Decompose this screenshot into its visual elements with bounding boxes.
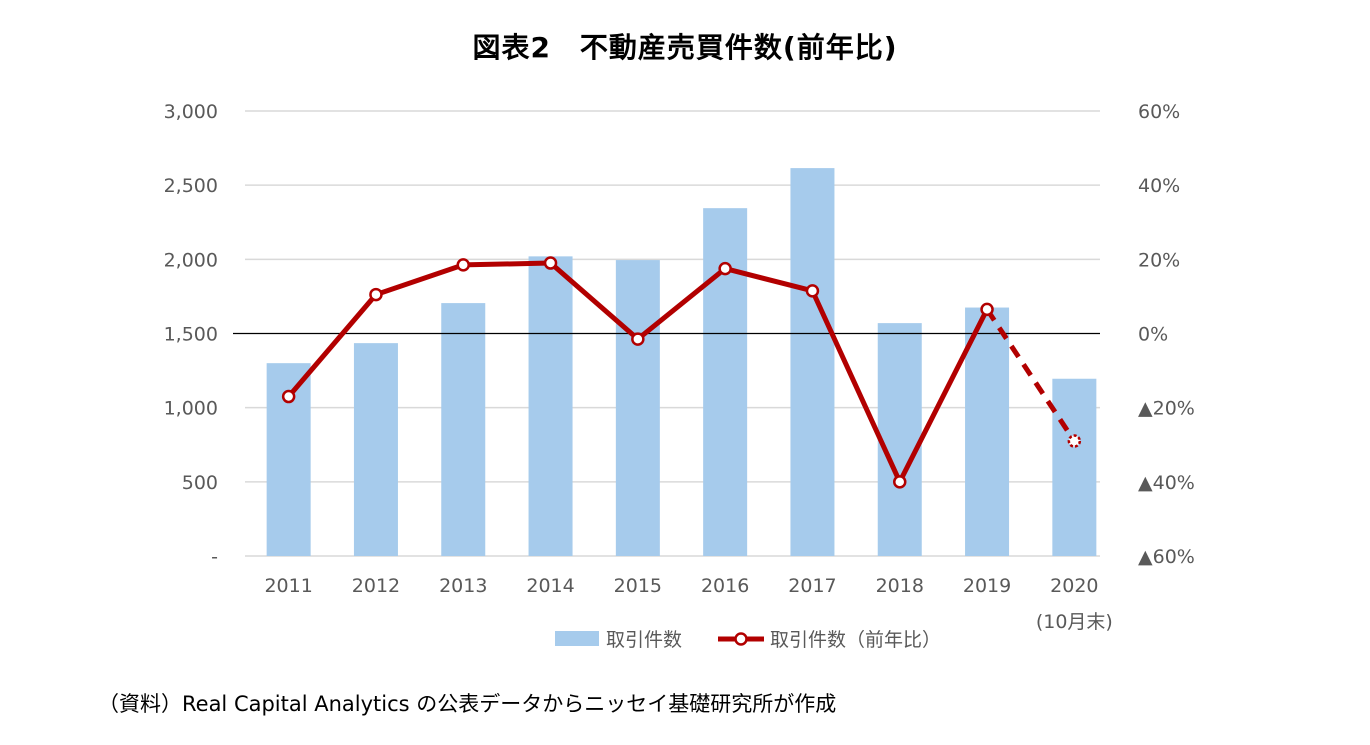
line-point [456,258,470,272]
bar [353,343,398,556]
y-right-tick-label: ▲60% [1138,546,1195,568]
y-right-tick-label: 40% [1138,175,1180,197]
chart: - 500 1,000 1,500 2,000 2,500 3,000 ▲60% ▲40% ▲2… [164,101,1195,651]
y-left-tick-label: 3,000 [164,101,218,123]
bar [615,260,660,556]
chart-title: 図表2 不動産売買件数(前年比) [472,31,898,64]
x-tick-label: 2019 [963,575,1011,597]
source-note: （資料）Real Capital Analytics の公表データからニッセイ基… [98,692,837,716]
line-point [543,256,558,270]
line-point [718,261,732,276]
y-left-tick-label: - [211,546,218,568]
legend-bar-swatch [555,631,599,646]
bar [965,307,1010,556]
x-tick-label: 2011 [264,575,312,597]
line-point [281,389,296,404]
line-segment [548,260,641,342]
bar [1052,378,1097,556]
line-segment [286,292,379,400]
line-segment [635,266,728,342]
line-segment [897,306,990,485]
line-segment [722,266,815,294]
x-tick-label: 2016 [701,575,749,597]
x-tick-label: 2014 [526,575,574,597]
x-tick-label: 2018 [876,575,924,597]
y-left-tick-label: 1,000 [164,398,218,420]
line-series [281,256,1082,489]
y-left-tick-label: 2,000 [164,249,218,271]
y-right-tick-label: ▲20% [1138,398,1195,420]
y-left-tick-label: 2,500 [164,175,218,197]
y-right-tick-label: 0% [1138,324,1168,346]
legend: 取引件数 取引件数（前年比） [555,629,941,651]
line-segment [373,262,466,298]
y-axis-right: ▲60% ▲40% ▲20% 0% 20% 40% 60% [1138,101,1195,568]
line-segment [460,260,554,268]
y-left-tick-label: 1,500 [164,324,218,346]
bar [528,256,573,556]
bar [703,208,748,557]
line-segment [984,308,1077,443]
x-tick-label: 2013 [439,575,487,597]
x-tick-label: 2017 [788,575,836,597]
y-right-tick-label: 20% [1138,249,1180,271]
x-tick-label: 2020 [1050,575,1098,597]
x-tick-label: 2015 [614,575,662,597]
x-tick-sublabel: (10月末) [1036,611,1113,633]
line-point [1067,434,1082,448]
line-point [369,287,383,302]
line-point [631,332,645,346]
bar [790,168,835,556]
legend-line-label: 取引件数（前年比） [770,629,941,651]
line-segment [809,288,903,485]
x-tick-label: 2012 [352,575,400,597]
line-point [805,284,820,298]
y-axis-left: - 500 1,000 1,500 2,000 2,500 3,000 [164,101,218,568]
x-axis: 2011 2012 2013 2014 2015 2016 2017 2018 2019 2020… [264,575,1112,633]
line-point [980,302,994,317]
legend-line-marker [734,632,748,646]
y-right-tick-label: 60% [1138,101,1180,123]
y-right-tick-label: ▲40% [1138,472,1195,494]
bar [441,303,486,556]
line-point [893,475,907,489]
bar [877,323,922,556]
bar-series [266,168,1097,557]
y-left-tick-label: 500 [182,472,218,494]
legend-bar-label: 取引件数 [606,629,682,651]
